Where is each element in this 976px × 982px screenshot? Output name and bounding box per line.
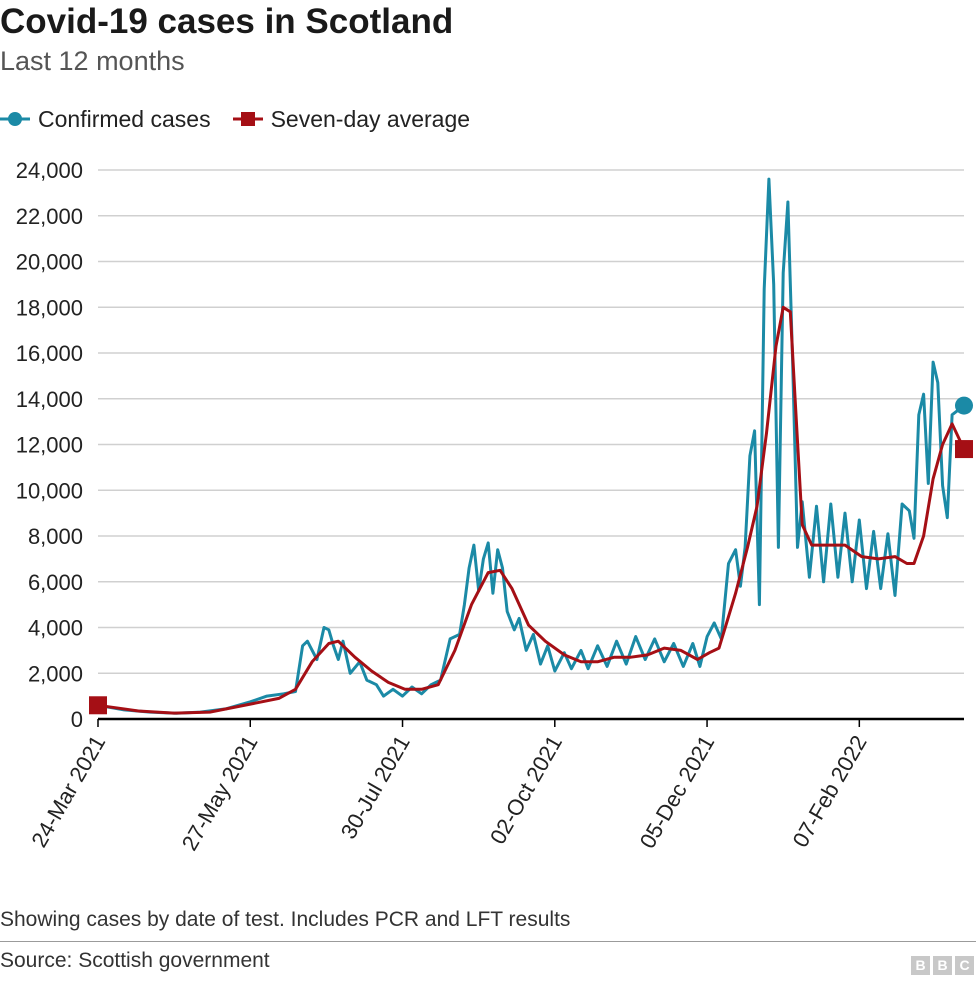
legend-label-confirmed: Confirmed cases — [38, 105, 211, 132]
x-tick-label: 24-Mar 2021 — [26, 731, 110, 852]
y-tick-label: 18,000 — [16, 295, 83, 320]
y-axis-ticks: 0 2,000 4,000 6,000 8,000 10,000 12,000 14,000 1… — [16, 158, 83, 732]
bbc-logo: B B C — [908, 956, 974, 975]
x-tick-label: 27-May 2021 — [177, 731, 263, 855]
endpoint-marker-confirmed — [955, 396, 973, 415]
legend-marker-square — [232, 112, 263, 126]
y-tick-label: 6,000 — [28, 570, 83, 595]
y-tick-label: 22,000 — [16, 204, 83, 229]
logo-letter: C — [955, 956, 974, 975]
legend-item-confirmed: Confirmed cases — [0, 106, 211, 133]
y-tick-label: 2,000 — [28, 661, 83, 686]
endpoint-marker-average — [955, 440, 973, 459]
x-axis-ticks: 24-Mar 2021 27-May 2021 30-Jul 2021 02-Oct … — [26, 719, 872, 855]
x-tick-label: 30-Jul 2021 — [336, 731, 415, 843]
series-line-confirmed — [97, 177, 965, 715]
y-tick-label: 16,000 — [16, 341, 83, 366]
y-tick-label: 8,000 — [28, 524, 83, 549]
footer-divider — [0, 941, 976, 942]
y-tick-label: 24,000 — [16, 158, 83, 183]
x-tick-label: 07-Feb 2022 — [788, 731, 872, 852]
line-chart: 0 2,000 4,000 6,000 8,000 10,000 12,000 14,000 1… — [16, 158, 973, 855]
chart-subtitle: Last 12 months — [0, 46, 185, 76]
y-tick-label: 10,000 — [16, 478, 83, 503]
legend-label-average: Seven-day average — [270, 105, 471, 132]
series-line-average — [97, 305, 966, 715]
chart-note: Showing cases by date of test. Includes … — [0, 908, 571, 931]
x-tick-label: 02-Oct 2021 — [485, 731, 567, 848]
logo-letter: B — [911, 956, 930, 975]
series-lines — [89, 177, 973, 715]
y-tick-label: 20,000 — [16, 250, 83, 275]
y-tick-label: 4,000 — [28, 616, 83, 641]
legend-marker-circle — [0, 112, 30, 126]
chart-title: Covid-19 cases in Scotland — [0, 2, 454, 41]
gridlines — [98, 169, 964, 674]
y-tick-label: 0 — [71, 707, 83, 732]
legend-item-average: Seven-day average — [232, 105, 471, 133]
logo-letter: B — [933, 956, 952, 975]
startpoint-marker-average — [89, 696, 107, 715]
y-tick-label: 14,000 — [16, 387, 83, 412]
chart-legend: Confirmed cases Seven-day average — [0, 102, 492, 136]
source-text: Source: Scottish government — [0, 949, 270, 972]
y-tick-label: 12,000 — [16, 433, 83, 458]
x-tick-label: 05-Dec 2021 — [635, 731, 720, 853]
